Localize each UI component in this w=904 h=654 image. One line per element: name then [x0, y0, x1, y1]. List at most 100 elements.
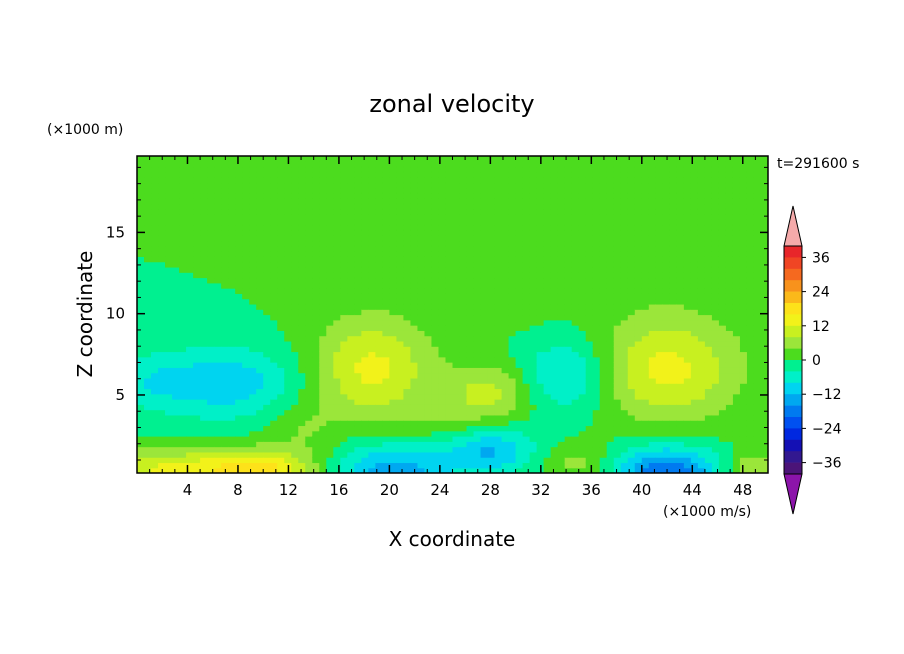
- field-cell: [473, 245, 482, 252]
- field-cell: [137, 325, 145, 331]
- field-cell: [592, 425, 601, 432]
- field-cell: [536, 325, 545, 331]
- field-cell: [319, 251, 327, 257]
- field-cell: [375, 256, 383, 263]
- field-cell: [270, 303, 278, 310]
- field-cell: [592, 325, 601, 331]
- field-cell: [683, 383, 692, 390]
- field-cell: [669, 272, 678, 279]
- field-cell: [536, 298, 545, 305]
- field-cell: [676, 462, 685, 469]
- field-cell: [249, 198, 257, 205]
- field-cell: [438, 430, 447, 437]
- field-cell: [676, 214, 685, 220]
- field-cell: [361, 383, 369, 390]
- field-cell: [620, 330, 629, 337]
- field-cell: [417, 362, 426, 368]
- field-cell: [480, 372, 489, 379]
- field-cell: [263, 340, 271, 347]
- field-cell: [508, 156, 517, 162]
- field-cell: [312, 161, 320, 168]
- field-cell: [585, 420, 594, 427]
- field-cell: [158, 166, 166, 173]
- field-cell: [158, 261, 166, 268]
- field-cell: [172, 303, 180, 310]
- field-cell: [466, 362, 475, 368]
- field-cell: [361, 303, 369, 310]
- field-cell: [214, 330, 222, 337]
- field-cell: [564, 404, 573, 411]
- field-cell: [179, 298, 187, 305]
- field-cell: [403, 372, 412, 379]
- field-cell: [662, 457, 671, 464]
- field-cell: [242, 277, 250, 284]
- field-cell: [487, 462, 496, 469]
- field-cell: [368, 383, 376, 390]
- field-cell: [683, 288, 692, 294]
- field-cell: [319, 214, 327, 220]
- field-cell: [186, 309, 194, 316]
- field-cell: [354, 436, 362, 442]
- field-cell: [571, 240, 580, 247]
- field-cell: [424, 393, 433, 400]
- field-cell: [410, 219, 419, 226]
- field-cell: [508, 457, 517, 464]
- field-cell: [466, 388, 475, 395]
- field-cell: [207, 409, 215, 416]
- field-cell: [298, 235, 306, 242]
- field-cell: [172, 293, 180, 300]
- field-cell: [305, 282, 313, 289]
- field-cell: [382, 425, 390, 432]
- field-cell: [403, 187, 412, 194]
- field-cell: [221, 340, 229, 347]
- field-cell: [543, 409, 552, 416]
- field-cell: [151, 414, 159, 421]
- field-cell: [193, 462, 201, 469]
- field-cell: [221, 256, 229, 263]
- field-cell: [466, 161, 475, 168]
- field-cell: [242, 367, 250, 374]
- field-cell: [529, 319, 538, 326]
- field-cell: [347, 399, 355, 405]
- field-cell: [424, 462, 433, 469]
- field-cell: [431, 272, 440, 279]
- field-cell: [571, 293, 580, 300]
- field-cell: [683, 409, 692, 416]
- field-cell: [690, 425, 699, 432]
- field-cell: [242, 409, 250, 416]
- field-cell: [585, 383, 594, 390]
- field-cell: [564, 219, 573, 226]
- field-cell: [368, 335, 376, 342]
- field-cell: [207, 420, 215, 427]
- field-cell: [291, 235, 299, 242]
- field-cell: [445, 245, 454, 252]
- field-cell: [207, 256, 215, 263]
- field-cell: [403, 277, 412, 284]
- field-cell: [473, 198, 482, 205]
- field-cell: [200, 166, 208, 173]
- field-cell: [543, 156, 552, 162]
- field-cell: [585, 451, 594, 458]
- field-cell: [494, 177, 503, 184]
- field-cell: [214, 383, 222, 390]
- field-cell: [634, 177, 643, 184]
- field-cell: [137, 288, 145, 294]
- field-cell: [501, 177, 510, 184]
- field-cell: [697, 399, 706, 405]
- field-cell: [291, 425, 299, 432]
- field-cell: [662, 441, 671, 448]
- field-cell: [473, 272, 482, 279]
- field-cell: [263, 235, 271, 242]
- field-cell: [571, 399, 580, 405]
- field-cell: [165, 198, 173, 205]
- field-cell: [494, 219, 503, 226]
- field-cell: [151, 219, 159, 226]
- field-cell: [158, 171, 166, 178]
- field-cell: [466, 277, 475, 284]
- field-cell: [186, 166, 194, 173]
- field-cell: [669, 256, 678, 263]
- field-cell: [683, 229, 692, 236]
- field-cell: [452, 171, 461, 178]
- field-cell: [312, 261, 320, 268]
- field-cell: [256, 383, 264, 390]
